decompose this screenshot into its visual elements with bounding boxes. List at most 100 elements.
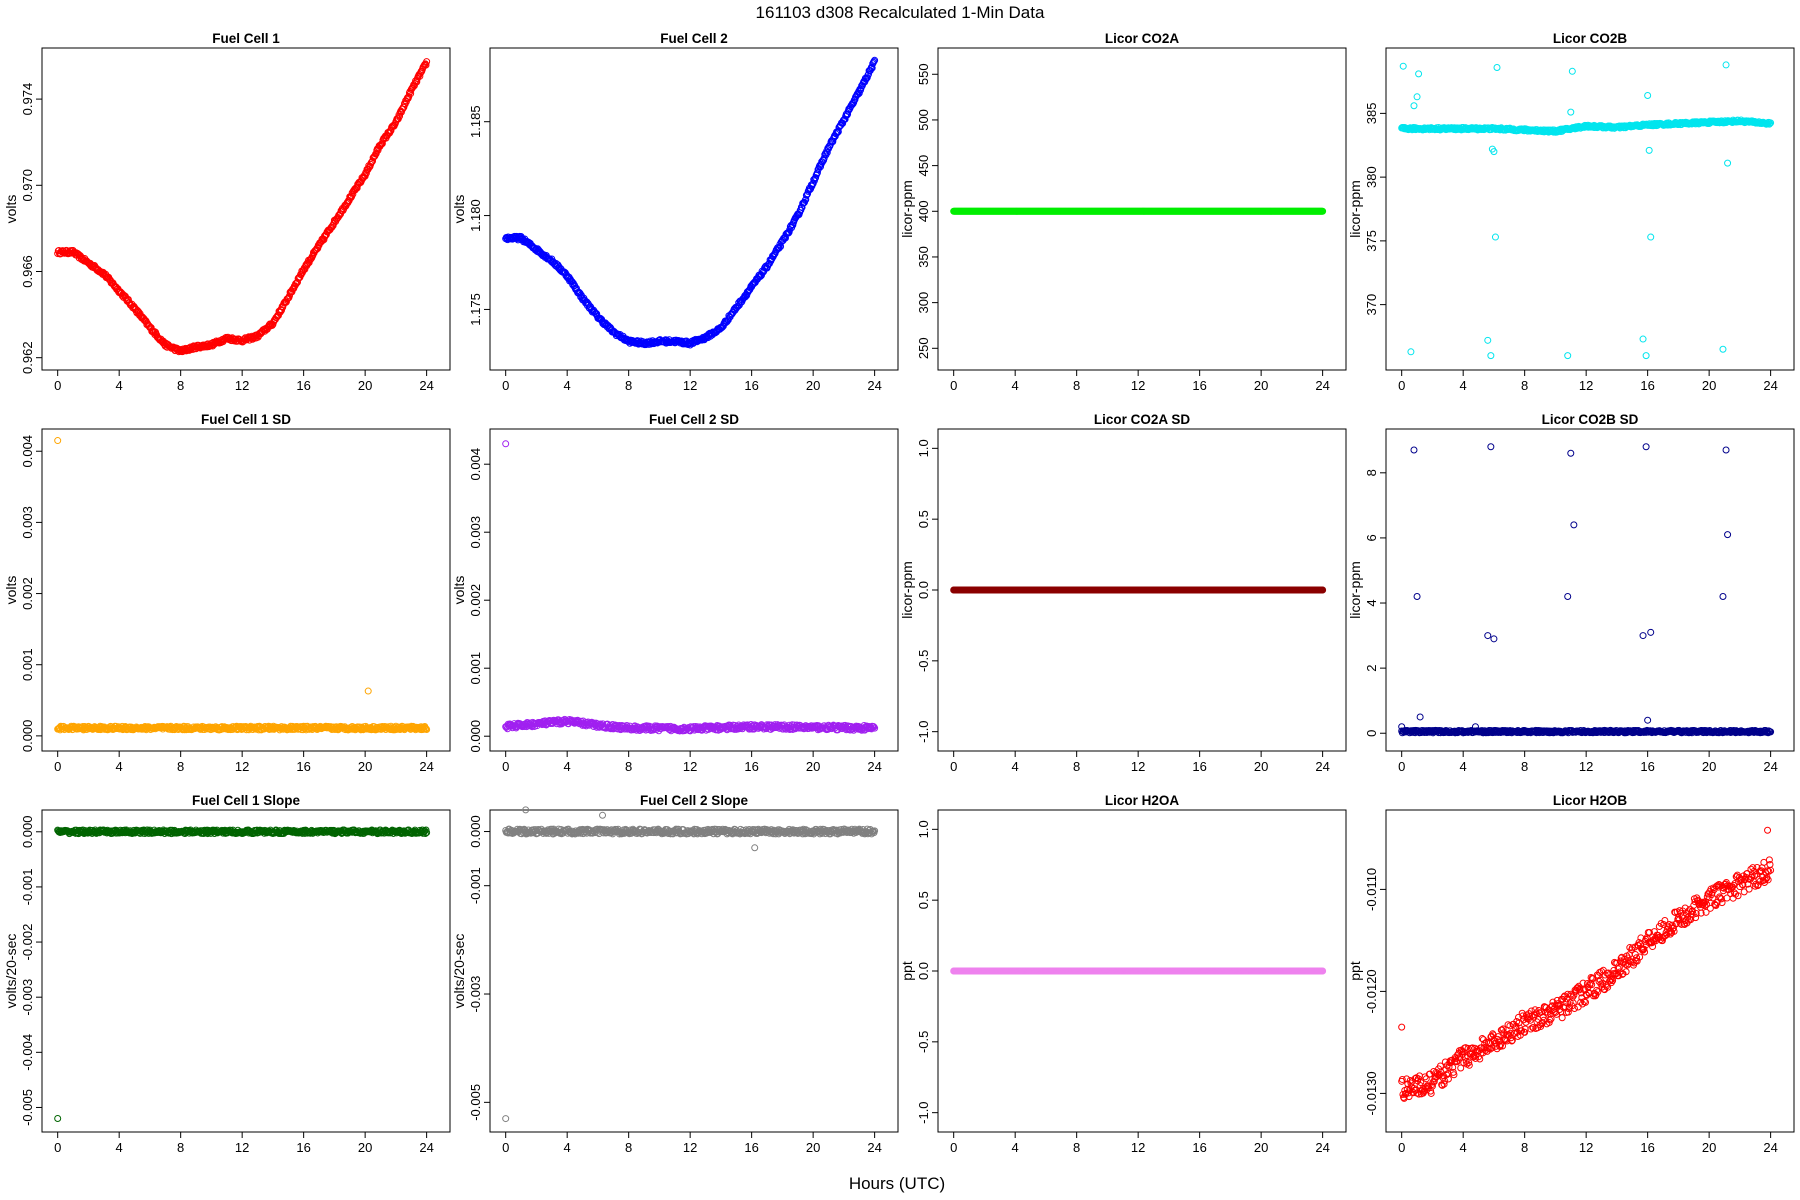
y-tick-label: 0.003 <box>20 506 35 539</box>
series-points <box>950 207 1327 215</box>
x-tick-label: 24 <box>867 378 881 393</box>
x-tick-label: 12 <box>1579 378 1593 393</box>
data-point <box>871 56 879 64</box>
x-tick-label: 24 <box>419 759 433 774</box>
x-tick-label: 16 <box>1640 378 1654 393</box>
x-tick-label: 12 <box>1131 759 1145 774</box>
x-tick-label: 20 <box>1702 378 1716 393</box>
y-tick-label: 8 <box>1364 469 1379 476</box>
y-axis-label: licor-ppm <box>899 180 915 238</box>
y-tick-label: 1.175 <box>468 293 483 326</box>
series-points <box>950 586 1327 594</box>
y-tick-label: 0.974 <box>20 83 35 116</box>
x-tick-label: 12 <box>1131 378 1145 393</box>
data-point <box>362 169 370 177</box>
figure-title: 161103 d308 Recalculated 1-Min Data <box>756 3 1045 22</box>
x-tick-label: 16 <box>1640 759 1654 774</box>
y-tick-label: -0.5 <box>916 650 931 672</box>
y-tick-label: 300 <box>916 292 931 314</box>
y-tick-label: 1.180 <box>468 199 483 232</box>
y-tick-label: 0.002 <box>468 584 483 617</box>
outlier-point <box>502 440 510 448</box>
series-points <box>502 440 879 735</box>
x-tick-label: 0 <box>54 378 61 393</box>
outlier-point <box>1407 348 1415 356</box>
x-tick-label: 16 <box>1192 378 1206 393</box>
data-point <box>377 140 385 148</box>
y-tick-label: 500 <box>916 109 931 131</box>
x-tick-label: 0 <box>502 759 509 774</box>
outlier-point <box>1724 159 1732 167</box>
y-tick-label: 4 <box>1364 599 1379 606</box>
data-point <box>864 70 872 78</box>
x-tick-label: 8 <box>1073 378 1080 393</box>
x-tick-label: 20 <box>358 378 372 393</box>
outlier-point <box>1487 352 1495 360</box>
panel-title: Licor CO2A SD <box>1094 412 1191 427</box>
y-tick-label: 0.962 <box>20 341 35 374</box>
outlier-point <box>364 687 372 695</box>
x-tick-label: 12 <box>235 759 249 774</box>
x-tick-label: 4 <box>564 759 571 774</box>
y-axis-label: volts <box>451 195 467 224</box>
x-tick-label: 0 <box>1398 378 1405 393</box>
outlier-point <box>1639 335 1647 343</box>
x-tick-label: 4 <box>1012 759 1019 774</box>
data-point <box>843 111 851 119</box>
plot-frame <box>41 47 451 371</box>
y-tick-label: 370 <box>1364 294 1379 316</box>
x-tick-label: 20 <box>1254 759 1268 774</box>
outlier-point <box>1644 92 1652 100</box>
plot-frame <box>489 428 899 752</box>
data-point <box>301 265 309 273</box>
panel-title: Fuel Cell 1 SD <box>201 412 291 427</box>
panel-title: Licor CO2B SD <box>1542 412 1639 427</box>
y-tick-label: 6 <box>1364 534 1379 541</box>
x-tick-label: 4 <box>116 759 123 774</box>
x-tick-label: 12 <box>683 759 697 774</box>
x-tick-label: 8 <box>177 378 184 393</box>
y-tick-label: 250 <box>916 337 931 359</box>
y-tick-label: 380 <box>1364 166 1379 188</box>
panel-title: Licor CO2B <box>1553 31 1628 46</box>
plot-frame <box>41 428 451 752</box>
y-tick-label: 385 <box>1364 103 1379 125</box>
x-tick-label: 24 <box>1315 378 1329 393</box>
data-point <box>777 243 785 251</box>
plot-frame <box>1385 47 1795 371</box>
x-tick-label: 8 <box>625 759 632 774</box>
y-tick-label: 0.966 <box>20 255 35 288</box>
x-tick-label: 16 <box>744 378 758 393</box>
x-tick-label: 24 <box>1315 759 1329 774</box>
outlier-point <box>1568 67 1576 75</box>
x-tick-label: 8 <box>177 759 184 774</box>
data-point <box>803 191 811 199</box>
outlier-point <box>1491 233 1499 241</box>
outlier-point <box>1484 336 1492 344</box>
y-tick-label: 0.000 <box>20 720 35 753</box>
x-tick-label: 8 <box>625 378 632 393</box>
data-point <box>422 61 430 69</box>
x-tick-label: 0 <box>54 759 61 774</box>
data-point <box>288 288 296 296</box>
x-tick-label: 12 <box>1579 759 1593 774</box>
data-point <box>834 128 842 136</box>
x-tick-label: 0 <box>950 759 957 774</box>
y-axis-label: licor-ppm <box>899 561 915 619</box>
y-tick-label: 0.002 <box>20 577 35 610</box>
y-axis-label: volts <box>3 576 19 605</box>
outlier-point <box>1567 108 1575 116</box>
x-tick-label: 20 <box>1702 759 1716 774</box>
series-points <box>502 56 879 349</box>
y-tick-label: 0.001 <box>468 652 483 685</box>
y-tick-label: 0.001 <box>20 648 35 681</box>
data-point <box>413 78 421 86</box>
y-tick-label: 0.970 <box>20 169 35 202</box>
x-tick-label: 12 <box>235 378 249 393</box>
x-tick-label: 8 <box>1521 759 1528 774</box>
